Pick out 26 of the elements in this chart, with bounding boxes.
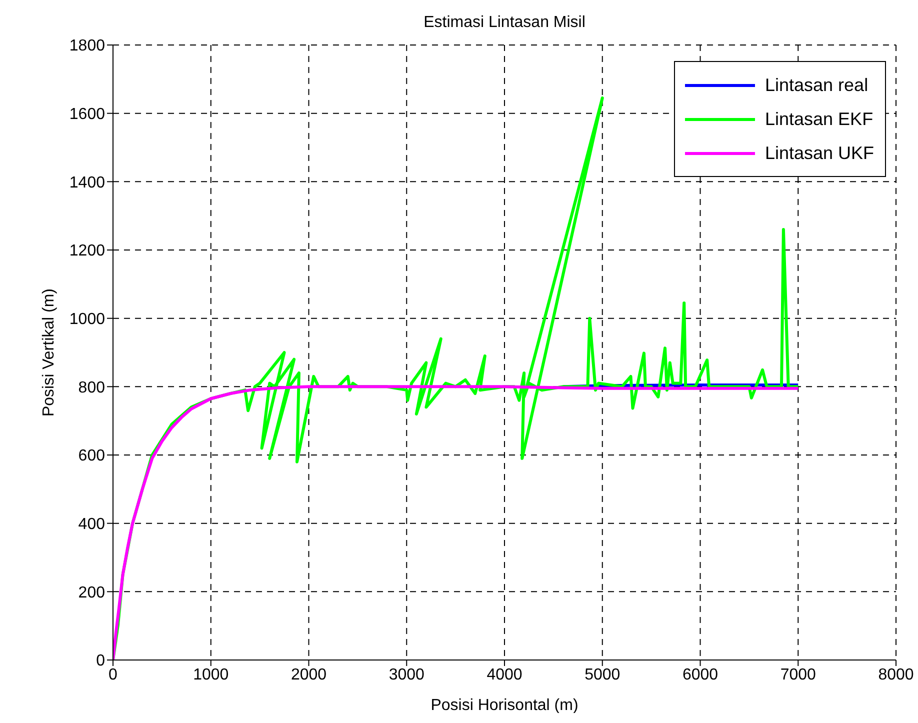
x-tick-label: 8000 (878, 666, 914, 684)
y-axis-title: Posisi Vertikal (m) (40, 288, 58, 417)
chart-title: Estimasi Lintasan Misil (422, 14, 586, 32)
x-axis-title: Posisi Horisontal (m) (430, 697, 578, 714)
y-tick-label: 400 (78, 516, 106, 534)
y-tick-label: 0 (96, 652, 106, 670)
x-tick-label: 6000 (682, 666, 718, 684)
x-tick-label: 4000 (486, 666, 522, 684)
y-tick-label: 1400 (69, 174, 106, 192)
x-tick-label: 3000 (388, 666, 425, 684)
y-tick-label: 200 (78, 584, 106, 602)
legend-label: Lintasan real (765, 74, 868, 96)
y-tick-label: 600 (78, 448, 106, 465)
x-tick-label: 2000 (290, 666, 327, 684)
x-tick-label: 1000 (193, 666, 229, 684)
x-tick-label: 0 (108, 666, 118, 684)
y-tick-label: 800 (78, 379, 106, 396)
legend-label: Lintasan UKF (765, 142, 874, 164)
line-series (113, 385, 800, 660)
legend-label: Lintasan EKF (765, 108, 874, 130)
x-tick-label: 5000 (584, 666, 620, 684)
y-tick-label: 1200 (69, 242, 106, 260)
y-tick-label: 1600 (69, 106, 106, 124)
y-tick-label: 1800 (69, 38, 106, 55)
y-tick-label: 1000 (69, 311, 106, 328)
x-tick-label: 7000 (780, 666, 816, 684)
